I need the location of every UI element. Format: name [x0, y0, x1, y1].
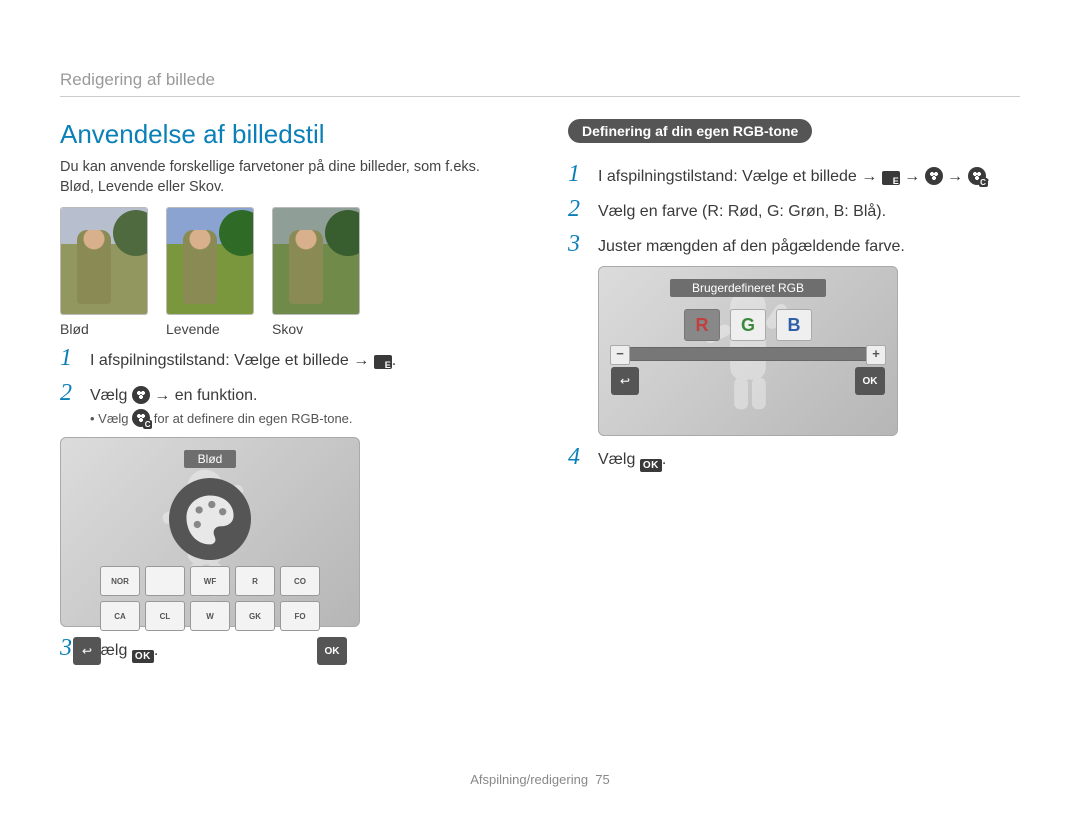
- left-step-2: 2 Vælg → en funktion.: [60, 380, 512, 407]
- step-number: 1: [568, 161, 588, 188]
- lcd-back-button[interactable]: ↩: [73, 637, 101, 665]
- right-step-1: 1 I afspilningstilstand: Vælge et billed…: [568, 161, 1020, 188]
- lcd-style-selector: Blød NOR WF R CO CA CL W GK FO ↩: [60, 437, 360, 627]
- rgb-slider[interactable]: − +: [629, 347, 867, 361]
- style-opt[interactable]: [145, 566, 185, 596]
- ok-icon: OK: [640, 459, 662, 472]
- palette-icon: [925, 167, 943, 185]
- step-number: 4: [568, 444, 588, 471]
- lcd-rgb-editor: Brugerdefineret RGB R G B − + ↩ OK: [598, 266, 898, 436]
- intro-text: Du kan anvende forskellige farvetoner på…: [60, 158, 512, 197]
- style-opt[interactable]: R: [235, 566, 275, 596]
- big-palette-icon: [169, 478, 251, 560]
- thumb-soft: Blød: [60, 207, 148, 337]
- style-opt[interactable]: CO: [280, 566, 320, 596]
- left-step1-text: I afspilningstilstand: Vælge et billede …: [90, 352, 369, 369]
- thumb-soft-label: Blød: [60, 321, 89, 337]
- right-step-3: 3 Juster mængden af den pågældende farve…: [568, 231, 1020, 258]
- palette-custom-icon: [132, 409, 150, 427]
- slider-minus[interactable]: −: [610, 345, 630, 365]
- section-title: Anvendelse af billedstil: [60, 119, 512, 150]
- right-step-2: 2 Vælg en farve (R: Rød, G: Grøn, B: Blå…: [568, 196, 1020, 223]
- left-step2-sub: Vælg for at definere din egen RGB-tone.: [90, 409, 512, 427]
- right-step-4: 4 Vælg OK.: [568, 444, 1020, 472]
- step-number: 1: [60, 345, 80, 372]
- rgb-r-box[interactable]: R: [684, 309, 720, 341]
- thumb-forest-image: [272, 207, 360, 315]
- palette-custom-icon: [968, 167, 986, 185]
- style-opt[interactable]: CL: [145, 601, 185, 631]
- palette-icon: [132, 386, 150, 404]
- thumbnail-row: Blød Levende Skov: [60, 207, 512, 337]
- left-column: Anvendelse af billedstil Du kan anvende …: [60, 119, 512, 665]
- lcd-back-button[interactable]: ↩: [611, 367, 639, 395]
- breadcrumb: Redigering af billede: [60, 70, 1020, 97]
- intro-b: Blød, Levende eller Skov.: [60, 179, 224, 195]
- style-opt[interactable]: W: [190, 601, 230, 631]
- edit-icon: [374, 355, 392, 369]
- style-opt[interactable]: FO: [280, 601, 320, 631]
- step-number: 3: [568, 231, 588, 258]
- page-footer: Afspilning/redigering 75: [0, 772, 1080, 787]
- rgb-boxes: R G B: [611, 309, 885, 341]
- footer-section: Afspilning/redigering: [470, 772, 588, 787]
- left-step2-a: Vælg: [90, 387, 127, 404]
- rgb-callout: Definering af din egen RGB-tone: [568, 119, 812, 143]
- thumb-vivid-label: Levende: [166, 321, 220, 337]
- thumb-vivid: Levende: [166, 207, 254, 337]
- intro-a: Du kan anvende forskellige farvetoner på…: [60, 159, 480, 175]
- style-option-grid: NOR WF R CO CA CL W GK FO: [73, 566, 347, 631]
- thumb-forest: Skov: [272, 207, 360, 337]
- left-step2-b: → en funktion.: [154, 387, 257, 404]
- style-opt[interactable]: WF: [190, 566, 230, 596]
- edit-icon: [882, 171, 900, 185]
- style-opt[interactable]: GK: [235, 601, 275, 631]
- right-column: Definering af din egen RGB-tone 1 I afsp…: [568, 119, 1020, 665]
- style-opt[interactable]: CA: [100, 601, 140, 631]
- lcd-pill-label: Blød: [184, 450, 237, 468]
- rgb-g-box[interactable]: G: [730, 309, 766, 341]
- thumb-soft-image: [60, 207, 148, 315]
- footer-page-number: 75: [595, 772, 609, 787]
- right-step4-text: Vælg: [598, 451, 635, 468]
- step-number: 2: [568, 196, 588, 223]
- thumb-forest-label: Skov: [272, 321, 303, 337]
- right-step3-text: Juster mængden af den pågældende farve.: [598, 238, 1020, 256]
- rgb-b-box[interactable]: B: [776, 309, 812, 341]
- right-step1-text: I afspilningstilstand: Vælge et billede …: [598, 168, 877, 185]
- right-step2-text: Vælg en farve (R: Rød, G: Grøn, B: Blå).: [598, 203, 1020, 221]
- style-opt[interactable]: NOR: [100, 566, 140, 596]
- lcd-ok-button[interactable]: OK: [855, 367, 885, 395]
- step-number: 2: [60, 380, 80, 407]
- slider-plus[interactable]: +: [866, 345, 886, 365]
- thumb-vivid-image: [166, 207, 254, 315]
- lcd-pill-label: Brugerdefineret RGB: [670, 279, 826, 297]
- left-step-1: 1 I afspilningstilstand: Vælge et billed…: [60, 345, 512, 372]
- lcd-ok-button[interactable]: OK: [317, 637, 347, 665]
